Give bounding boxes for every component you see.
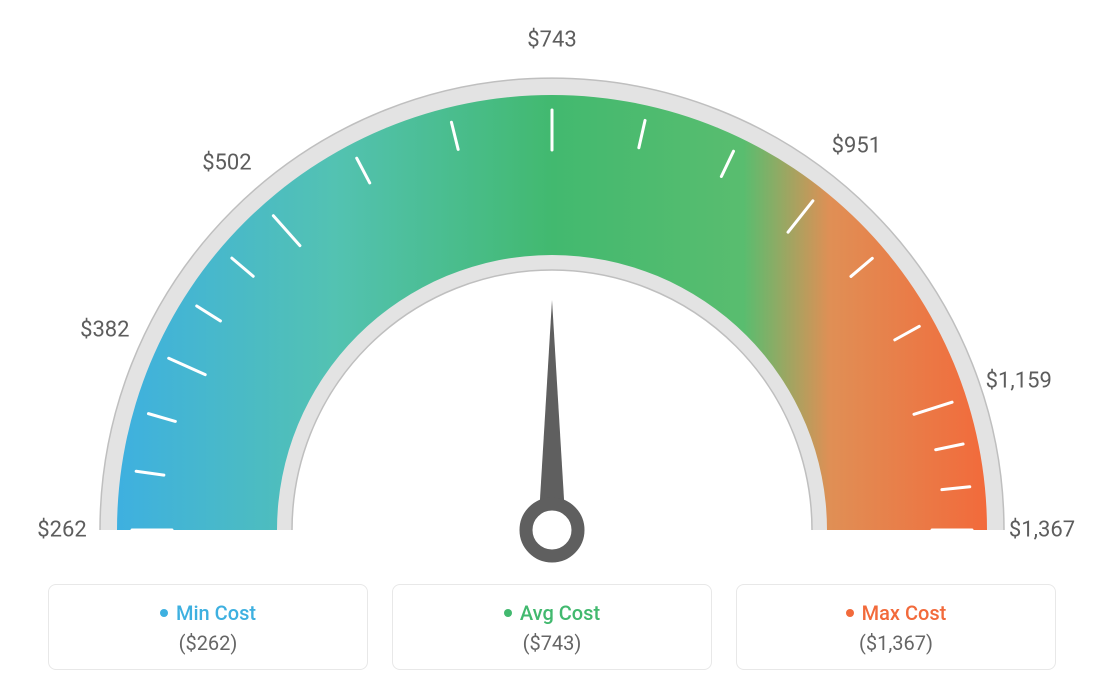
gauge-tick-label: $382	[80, 317, 129, 342]
dot-icon	[846, 609, 854, 617]
legend-title-text: Avg Cost	[520, 601, 600, 625]
legend-title-text: Max Cost	[862, 601, 947, 625]
legend-card-min: Min Cost ($262)	[48, 584, 368, 670]
legend-title-text: Min Cost	[176, 601, 256, 625]
gauge-tick-label: $1,367	[1009, 518, 1075, 543]
gauge-chart: $262 $382 $502 $743 $951 $1,159 $1,367	[0, 0, 1104, 580]
gauge-tick-label: $262	[37, 518, 86, 543]
legend-value-min: ($262)	[67, 631, 349, 655]
gauge-svg	[0, 0, 1104, 580]
gauge-tick-label: $743	[527, 28, 576, 53]
gauge-tick-label: $1,159	[986, 368, 1052, 393]
legend-title-avg: Avg Cost	[504, 601, 600, 625]
gauge-tick-label: $951	[832, 133, 881, 158]
legend-value-max: ($1,367)	[755, 631, 1037, 655]
gauge-tick-label: $502	[202, 151, 251, 176]
legend-card-avg: Avg Cost ($743)	[392, 584, 712, 670]
legend-title-min: Min Cost	[160, 601, 256, 625]
dot-icon	[160, 609, 168, 617]
legend-card-max: Max Cost ($1,367)	[736, 584, 1056, 670]
cost-gauge-widget: $262 $382 $502 $743 $951 $1,159 $1,367 Min Cos…	[0, 0, 1104, 690]
legend-title-max: Max Cost	[846, 601, 947, 625]
legend-value-avg: ($743)	[411, 631, 693, 655]
dot-icon	[504, 609, 512, 617]
legend-row: Min Cost ($262) Avg Cost ($743) Max Cost…	[0, 584, 1104, 670]
